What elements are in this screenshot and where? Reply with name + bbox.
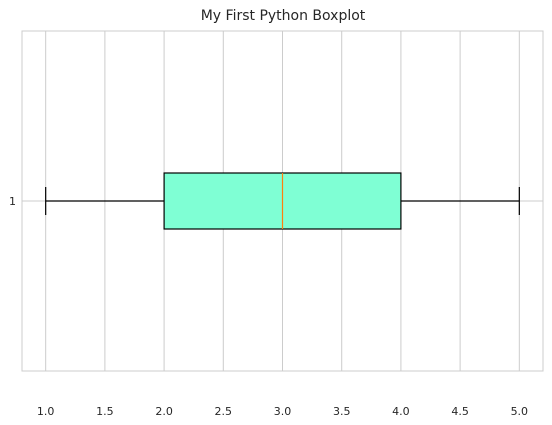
x-tick-label: 4.0 [392,405,410,418]
x-tick-label: 5.0 [511,405,529,418]
x-tick-label: 2.5 [215,405,233,418]
x-tick-label: 1.5 [96,405,114,418]
x-tick-label: 1.0 [37,405,55,418]
x-tick-label: 4.5 [451,405,469,418]
plot-area-frame [21,30,544,372]
x-axis-ticks: 1.0 1.5 2.0 2.5 3.0 3.5 4.0 4.5 5.0 [37,405,528,418]
box-group [45,172,520,230]
y-axis-ticks: 1 [9,195,16,208]
chart-title: My First Python Boxplot [201,8,366,24]
y-tick-label: 1 [9,195,16,208]
x-tick-label: 3.0 [274,405,292,418]
x-tick-label: 2.0 [155,405,173,418]
x-tick-label: 3.5 [333,405,351,418]
